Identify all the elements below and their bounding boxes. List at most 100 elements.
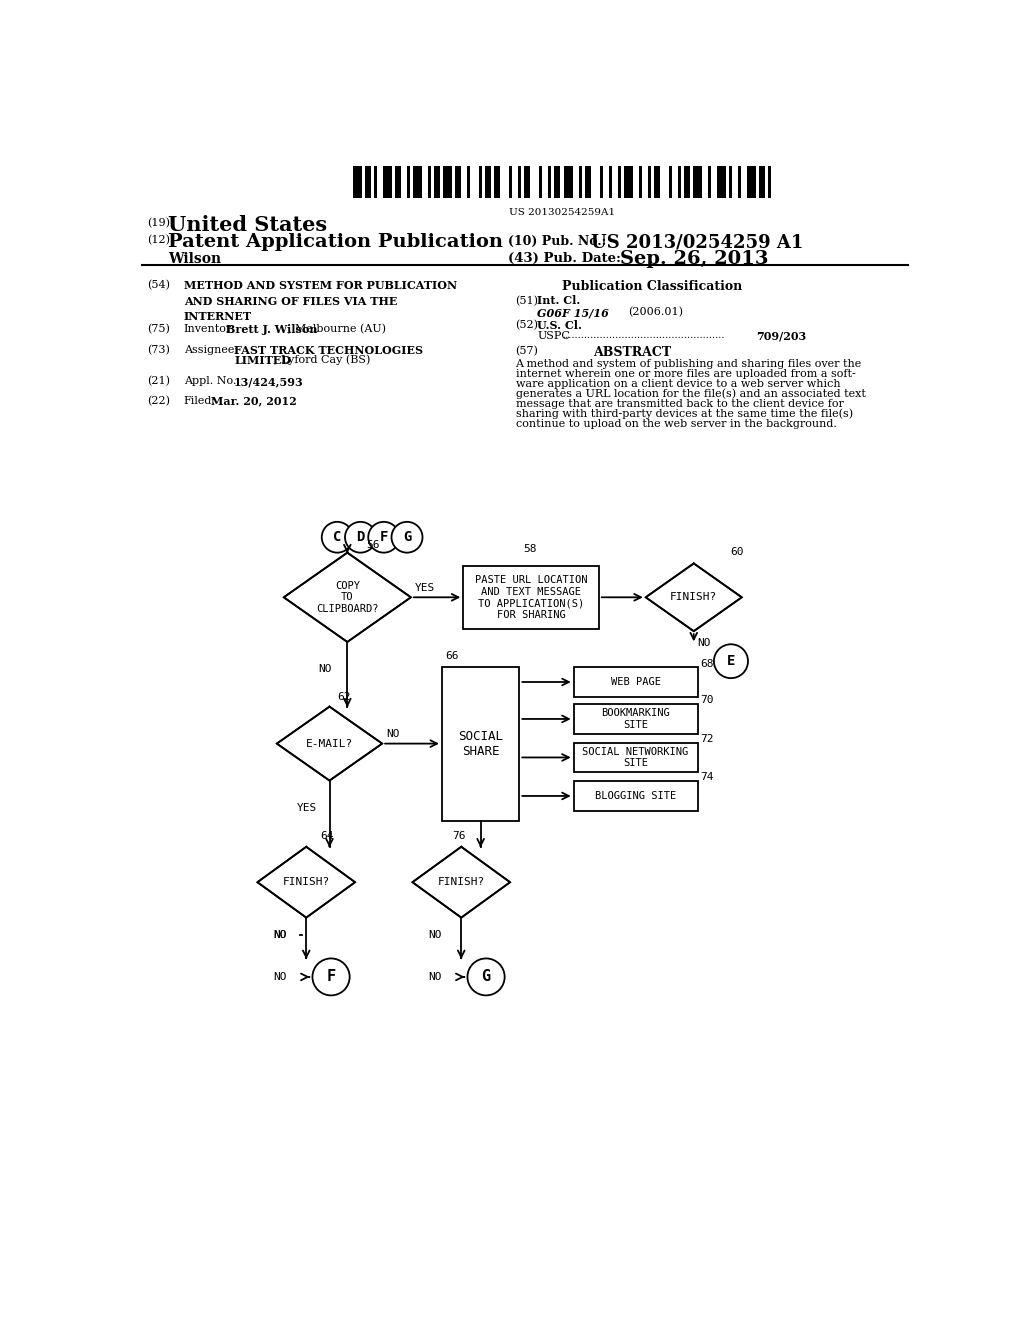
Text: sharing with third-party devices at the same time the file(s): sharing with third-party devices at the … [515, 409, 853, 420]
Bar [669, 166, 672, 198]
Text: 70: 70 [700, 696, 714, 705]
Bar [717, 166, 726, 198]
Text: , Melbourne (AU): , Melbourne (AU) [289, 323, 386, 334]
Circle shape [391, 521, 423, 553]
Bar [442, 667, 519, 821]
Text: METHOD AND SYSTEM FOR PUBLICATION
AND SHARING OF FILES VIA THE
INTERNET: METHOD AND SYSTEM FOR PUBLICATION AND SH… [183, 280, 457, 322]
Bar [524, 166, 530, 198]
Text: USPC: USPC [538, 331, 570, 341]
Bar [624, 166, 633, 198]
Text: (21): (21) [147, 376, 170, 387]
Text: 76: 76 [452, 832, 466, 841]
Bar [463, 566, 599, 628]
Text: F: F [327, 969, 336, 985]
Text: (51): (51) [515, 296, 539, 306]
Text: Inventor:: Inventor: [183, 323, 236, 334]
Text: (54): (54) [147, 280, 170, 290]
Text: NO: NO [273, 929, 287, 940]
Text: SOCIAL NETWORKING
SITE: SOCIAL NETWORKING SITE [583, 747, 689, 768]
Text: A method and system of publishing and sharing files over the: A method and system of publishing and sh… [515, 359, 862, 368]
Text: LIMITED: LIMITED [234, 355, 291, 366]
Text: U.S. Cl.: U.S. Cl. [538, 321, 582, 331]
Bar [678, 166, 681, 198]
Text: Patent Application Publication: Patent Application Publication [168, 234, 504, 251]
Text: 62: 62 [337, 693, 351, 702]
Text: Publication Classification: Publication Classification [562, 280, 742, 293]
Text: (43) Pub. Date:: (43) Pub. Date: [508, 252, 621, 265]
Circle shape [322, 521, 352, 553]
Bar [748, 166, 756, 198]
Text: United States: United States [168, 215, 328, 235]
Text: 60: 60 [730, 546, 743, 557]
Bar [693, 166, 702, 198]
Text: 56: 56 [367, 540, 380, 550]
Bar [352, 166, 361, 198]
Text: YES: YES [297, 803, 317, 813]
Bar [374, 166, 377, 198]
Text: WEB PAGE: WEB PAGE [610, 677, 660, 686]
Bar [759, 166, 765, 198]
Text: C: C [333, 531, 341, 544]
Polygon shape [413, 847, 510, 917]
Polygon shape [284, 553, 411, 642]
Text: Assignee:: Assignee: [183, 345, 238, 355]
Text: US 2013/0254259 A1: US 2013/0254259 A1 [592, 234, 804, 251]
Bar [579, 166, 582, 198]
Text: Wilson: Wilson [168, 252, 221, 267]
Bar [495, 166, 501, 198]
Circle shape [312, 958, 349, 995]
Text: internet wherein one or more files are uploaded from a soft-: internet wherein one or more files are u… [515, 368, 855, 379]
Bar [684, 166, 690, 198]
Circle shape [467, 958, 505, 995]
Bar [708, 166, 711, 198]
Text: E-MAIL?: E-MAIL? [306, 739, 353, 748]
Text: 709/203: 709/203 [756, 331, 806, 342]
Bar [509, 166, 512, 198]
Text: 68: 68 [700, 659, 714, 668]
Text: continue to upload on the web server in the background.: continue to upload on the web server in … [515, 418, 837, 429]
Circle shape [714, 644, 748, 678]
Bar [768, 166, 771, 198]
Text: generates a URL location for the file(s) and an associated text: generates a URL location for the file(s)… [515, 388, 865, 399]
Circle shape [345, 521, 376, 553]
Bar [648, 166, 651, 198]
Bar [428, 166, 431, 198]
Polygon shape [257, 847, 355, 917]
Text: (19): (19) [147, 218, 170, 228]
Text: Appl. No.:: Appl. No.: [183, 376, 240, 387]
Text: BOOKMARKING
SITE: BOOKMARKING SITE [601, 708, 670, 730]
Bar [467, 166, 470, 198]
Text: FAST TRACK TECHNOLOGIES: FAST TRACK TECHNOLOGIES [234, 345, 423, 355]
Text: G06F 15/16: G06F 15/16 [538, 308, 609, 318]
Bar [413, 166, 422, 198]
Text: NO: NO [386, 730, 399, 739]
Text: FINISH?: FINISH? [670, 593, 718, 602]
Text: (12): (12) [147, 235, 170, 246]
Text: (10) Pub. No.:: (10) Pub. No.: [508, 235, 606, 248]
Text: (2006.01): (2006.01) [628, 308, 683, 317]
Bar [563, 166, 572, 198]
Text: F: F [380, 531, 388, 544]
Text: 58: 58 [523, 544, 537, 554]
Text: Int. Cl.: Int. Cl. [538, 296, 581, 306]
Bar [407, 166, 410, 198]
Text: G: G [481, 969, 490, 985]
Bar [617, 166, 621, 198]
Text: ABSTRACT: ABSTRACT [593, 346, 671, 359]
Bar [540, 166, 543, 198]
Bar [573, 781, 697, 810]
Bar [738, 166, 741, 198]
Polygon shape [646, 564, 741, 631]
Text: Brett J. Wilson: Brett J. Wilson [226, 323, 317, 335]
Bar [654, 166, 659, 198]
Text: Filed:: Filed: [183, 396, 216, 405]
Bar [365, 166, 371, 198]
Bar [585, 166, 591, 198]
Bar [455, 166, 461, 198]
Bar [639, 166, 642, 198]
Text: US 20130254259A1: US 20130254259A1 [509, 207, 615, 216]
Text: (57): (57) [515, 346, 539, 356]
Text: ware application on a client device to a web server which: ware application on a client device to a… [515, 379, 840, 388]
Bar [518, 166, 521, 198]
Bar [729, 166, 732, 198]
